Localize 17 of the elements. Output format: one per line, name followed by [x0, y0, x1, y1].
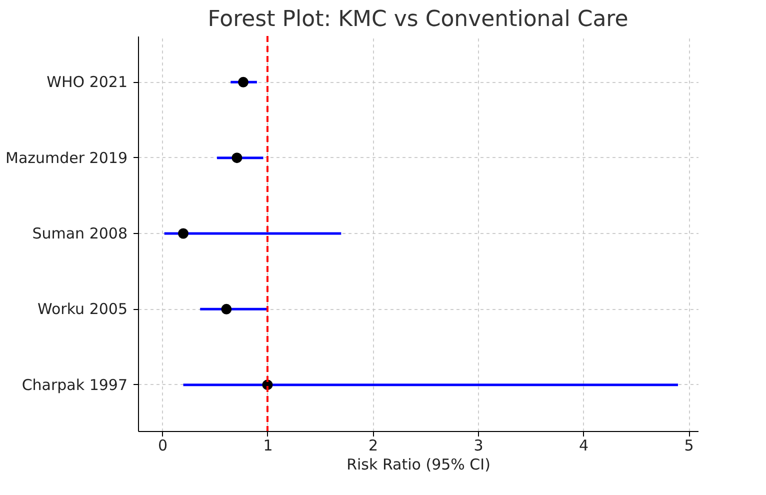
y-tick-label: Worku 2005 [38, 300, 128, 318]
chart-title: Forest Plot: KMC vs Conventional Care [208, 7, 628, 32]
point [178, 228, 189, 239]
point [238, 76, 249, 88]
point [221, 304, 232, 314]
y-tick-label: Charpak 1997 [22, 376, 128, 394]
x-tick-label: 4 [578, 436, 589, 454]
y-tick-label: Suman 2008 [32, 224, 128, 242]
x-axis-title: Risk Ratio (95% CI) [346, 456, 490, 474]
x-tick-label: 5 [684, 436, 694, 454]
x-tick-label: 3 [474, 436, 484, 454]
x-tick-label: 1 [263, 436, 273, 454]
y-tick-label: Mazumder 2019 [6, 148, 128, 167]
x-tick-label: 2 [368, 436, 378, 454]
point [232, 152, 242, 164]
x-tick-label: 0 [158, 436, 168, 454]
y-tick-label: WHO 2021 [46, 73, 128, 92]
